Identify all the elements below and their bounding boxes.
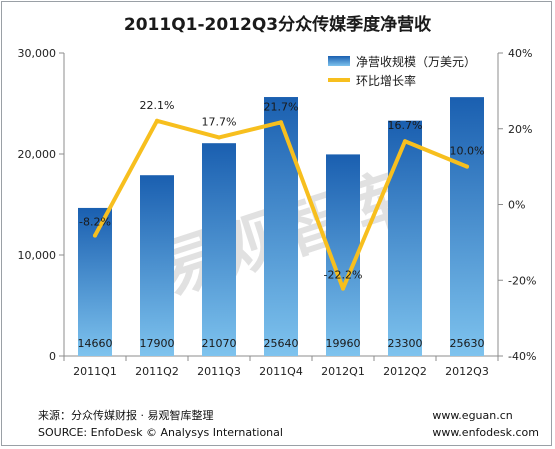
right-tick-label: -40% bbox=[508, 350, 536, 363]
growth-rate-point bbox=[217, 135, 221, 140]
bar-value-label: 23300 bbox=[388, 337, 423, 350]
bar-value-label: 21070 bbox=[202, 337, 237, 350]
growth-rate-label: -22.2% bbox=[324, 269, 363, 282]
left-tick-label: 20,000 bbox=[18, 148, 57, 161]
x-tick-label: 2012Q2 bbox=[383, 365, 427, 378]
legend-label-bar: 净营收规模（万美元） bbox=[356, 54, 476, 69]
growth-rate-label: -8.2% bbox=[79, 216, 111, 229]
legend-swatch-bar bbox=[328, 56, 350, 66]
growth-rate-label: 17.7% bbox=[202, 115, 237, 128]
right-tick-label: -20% bbox=[508, 274, 536, 287]
legend-label-line: 环比增长率 bbox=[356, 73, 416, 88]
bar-2011Q2 bbox=[140, 175, 174, 356]
bar-value-label: 25640 bbox=[264, 337, 299, 350]
left-tick-label: 10,000 bbox=[18, 249, 57, 262]
growth-rate-label: 21.7% bbox=[264, 100, 299, 113]
left-tick-label: 0 bbox=[49, 350, 56, 363]
bar-2012Q2 bbox=[388, 120, 422, 356]
bar-value-label: 25630 bbox=[450, 337, 485, 350]
growth-rate-label: 10.0% bbox=[450, 145, 485, 158]
left-tick-label: 30,000 bbox=[18, 47, 57, 60]
x-tick-label: 2011Q4 bbox=[259, 365, 303, 378]
x-tick-label: 2012Q1 bbox=[321, 365, 365, 378]
footer-source: 来源：分众传媒财报 · 易观智库整理 SOURCE: EnfoDesk © An… bbox=[38, 407, 283, 441]
source-cn: 来源：分众传媒财报 · 易观智库整理 bbox=[38, 409, 214, 422]
site-link-enfodesk[interactable]: www.enfodesk.com bbox=[432, 426, 539, 439]
growth-rate-point bbox=[403, 139, 407, 144]
x-tick-label: 2012Q3 bbox=[445, 365, 489, 378]
growth-rate-point bbox=[279, 120, 283, 125]
bar-2012Q3 bbox=[450, 97, 484, 357]
bar-value-label: 19960 bbox=[326, 337, 361, 350]
x-tick-label: 2011Q3 bbox=[197, 365, 241, 378]
bar-2011Q1 bbox=[78, 207, 112, 356]
bar-2011Q4 bbox=[264, 97, 298, 356]
right-tick-label: 0% bbox=[508, 199, 525, 212]
bar-value-label: 14660 bbox=[78, 337, 113, 350]
growth-rate-label: 22.1% bbox=[140, 99, 175, 112]
right-tick-label: 20% bbox=[508, 123, 532, 136]
growth-rate-label: 16.7% bbox=[388, 119, 423, 132]
source-en: SOURCE: EnfoDesk © Analysys Internationa… bbox=[38, 426, 283, 439]
growth-rate-point bbox=[465, 164, 469, 169]
growth-rate-point bbox=[341, 286, 345, 291]
x-tick-label: 2011Q2 bbox=[135, 365, 179, 378]
growth-rate-point bbox=[93, 233, 97, 238]
x-tick-label: 2011Q1 bbox=[73, 365, 117, 378]
chart-title: 2011Q1-2012Q3分众传媒季度净营收 bbox=[123, 15, 432, 35]
footer-sites: www.eguan.cn www.enfodesk.com bbox=[432, 407, 539, 441]
site-link-eguan[interactable]: www.eguan.cn bbox=[432, 409, 513, 422]
bar-2011Q3 bbox=[202, 143, 236, 356]
growth-rate-point bbox=[155, 118, 159, 123]
bar-value-label: 17900 bbox=[140, 337, 175, 350]
right-tick-label: 40% bbox=[508, 47, 532, 60]
